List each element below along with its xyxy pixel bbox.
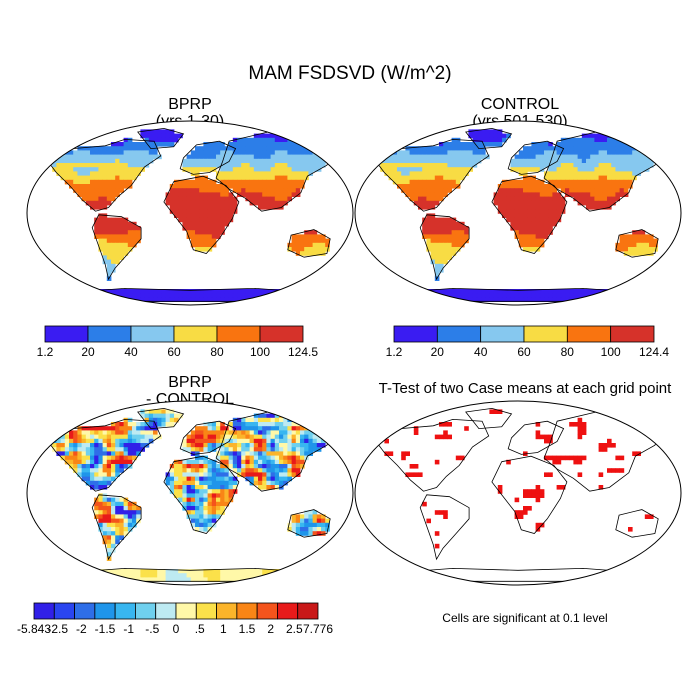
colorbar-box — [53, 602, 75, 620]
colorbar-box — [33, 602, 55, 620]
map-field — [27, 121, 353, 305]
coastline-europe — [179, 420, 237, 455]
map-field — [355, 121, 681, 305]
map-panel-1 — [26, 120, 354, 306]
coastline-southAmerica — [91, 494, 142, 561]
colorbar-tick-label: 1.5 — [239, 622, 256, 636]
map-frame — [26, 400, 354, 586]
coastline-africa — [491, 455, 568, 534]
colorbar-box — [173, 325, 218, 343]
colorbar-box — [155, 602, 177, 620]
colorbar-box — [610, 325, 655, 343]
colorbar-difference: -5.843-2.5 -2 -1.5 -1 -.5 0 .5 1 1.5 2 2.5 7.776 — [17, 602, 333, 636]
colorbar-tick-label: -2 — [76, 622, 87, 636]
colorbar-tick-label: 1 — [220, 622, 227, 636]
coastline-southAmerica — [419, 494, 470, 561]
panel-title-text: BPRP — [168, 374, 212, 391]
colorbar-tick-label: 100 — [601, 345, 621, 359]
panel-title-text: CONTROL — [480, 96, 560, 113]
coastline-australia — [287, 229, 331, 258]
colorbar-tick-label: -1 — [123, 622, 134, 636]
coastline-europe — [507, 140, 565, 175]
coastline-africa — [163, 175, 240, 254]
coastline-europe — [507, 420, 565, 455]
colorbar-tick-label: 80 — [561, 345, 575, 359]
coastline-greenland — [465, 407, 513, 430]
colorbar-tick-label: 80 — [210, 345, 224, 359]
map-field — [27, 401, 353, 585]
colorbar-box — [74, 602, 96, 620]
colorbar-box — [87, 325, 132, 343]
colorbar-box — [130, 325, 175, 343]
map-panel-4 — [354, 400, 682, 586]
colorbar-box — [523, 325, 568, 343]
colorbar-box — [297, 602, 319, 620]
colorbar-tick-label: -2.5 — [47, 622, 68, 636]
colorbar-tick-label: 2 — [267, 622, 274, 636]
colorbar-tick-label: 100 — [250, 345, 270, 359]
coastline-australia — [615, 509, 659, 538]
colorbar-tick-label: -.5 — [145, 622, 159, 636]
coastline-greenland — [465, 127, 513, 150]
colorbar-box — [259, 325, 304, 343]
map-frame — [26, 120, 354, 306]
colorbar-tick-label: 124.4 — [639, 345, 669, 359]
colorbar-box — [393, 325, 438, 343]
map-panel-2 — [354, 120, 682, 306]
colorbar-box — [216, 602, 238, 620]
coastline-greenland — [137, 407, 185, 430]
colorbar-box — [277, 602, 299, 620]
colorbar-tick-label: 0 — [173, 622, 180, 636]
map-panel-3 — [26, 400, 354, 586]
colorbar-tick-label: 1.2 — [37, 345, 54, 359]
map-frame — [354, 400, 682, 586]
colorbar-box — [44, 325, 89, 343]
coastline-northAmerica — [373, 138, 490, 212]
coastline-australia — [615, 229, 659, 258]
colorbar-tick-label: 60 — [167, 345, 181, 359]
coastline-southAmerica — [91, 214, 142, 281]
colorbar-tick-label: 40 — [124, 345, 138, 359]
colorbar-bprp: 1.2 20 40 60 80 100 124.5 — [37, 325, 318, 359]
colorbar-tick-label: 60 — [517, 345, 531, 359]
colorbar-tick-label: 40 — [474, 345, 488, 359]
colorbar-box — [135, 602, 157, 620]
colorbar-box — [236, 602, 258, 620]
colorbar-tick-label: -1.5 — [95, 622, 116, 636]
colorbar-box — [566, 325, 612, 343]
map-field — [355, 401, 681, 585]
colorbar-box — [436, 325, 482, 343]
colorbar-control: 1.2 20 40 60 80 100 124.4 — [386, 325, 669, 359]
coastline-greenland — [137, 127, 185, 150]
coastline-southAmerica — [419, 214, 470, 281]
colorbar-tick-label: 7.776 — [303, 622, 333, 636]
colorbar-box — [216, 325, 261, 343]
panel-title-ttest: T-Test of two Case means at each grid po… — [378, 380, 672, 397]
coastline-africa — [491, 175, 568, 254]
colorbar-box — [114, 602, 136, 620]
significance-footnote: Cells are significant at 0.1 level — [442, 611, 608, 625]
coastline-northAmerica — [45, 418, 162, 492]
colorbar-box — [94, 602, 116, 620]
coastline-australia — [287, 509, 331, 538]
map-frame — [354, 120, 682, 306]
colorbar-tick-label: .5 — [195, 622, 205, 636]
colorbar-box — [256, 602, 278, 620]
colorbar-tick-label: 1.2 — [386, 345, 403, 359]
coastline-northAmerica — [373, 418, 490, 492]
panel-title-text: BPRP — [168, 96, 212, 113]
colorbar-box — [195, 602, 217, 620]
colorbar-box — [175, 602, 197, 620]
colorbar-tick-label: -5.843 — [17, 622, 51, 636]
colorbar-tick-label: 20 — [81, 345, 95, 359]
colorbar-tick-label: 20 — [431, 345, 445, 359]
colorbar-tick-label: 124.5 — [288, 345, 318, 359]
coastline-africa — [163, 455, 240, 534]
coastline-northAmerica — [45, 138, 162, 212]
main-title: MAM FSDSVD (W/m^2) — [248, 63, 452, 84]
colorbar-tick-label: 2.5 — [286, 622, 303, 636]
colorbar-box — [480, 325, 525, 343]
coastline-europe — [179, 140, 237, 175]
